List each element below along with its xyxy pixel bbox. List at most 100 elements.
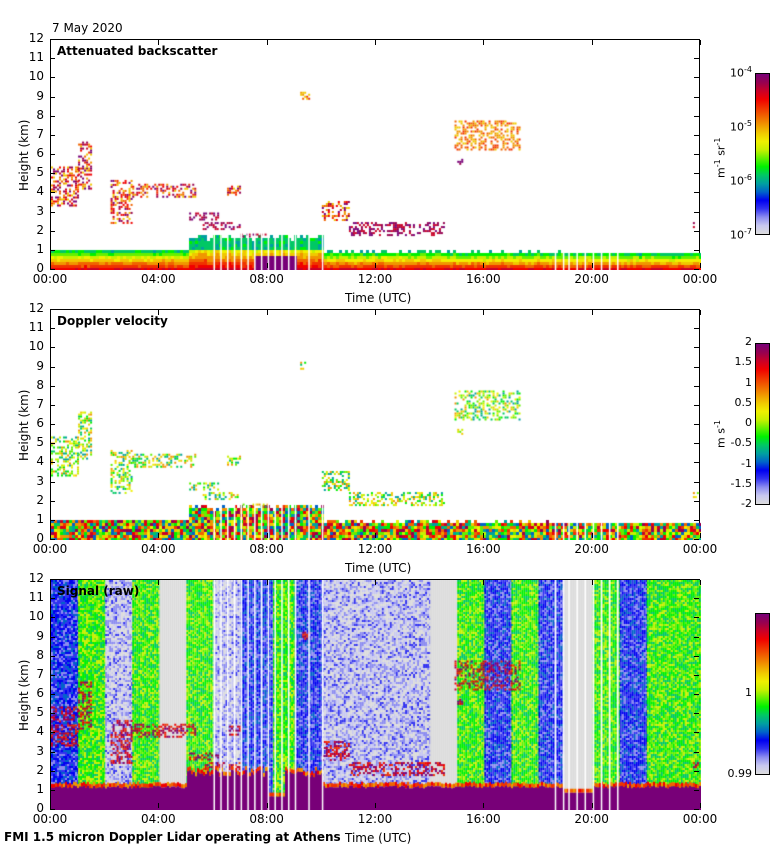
y-tick-mark-right xyxy=(694,770,699,772)
colorbar-tick-label: 0 xyxy=(745,416,752,429)
y-tick-mark xyxy=(50,366,55,368)
y-tick-mark-right xyxy=(694,694,699,695)
y-tick-label: 8 xyxy=(36,107,44,122)
y-tick-mark-right xyxy=(694,385,699,387)
y-tick-mark-right xyxy=(694,732,699,734)
y-tick-label: 5 xyxy=(36,165,44,180)
y-tick-mark-right xyxy=(694,77,699,79)
y-tick-mark xyxy=(50,230,55,232)
colorbar-tick-label: 2 xyxy=(745,335,752,348)
colorbar-2 xyxy=(755,343,770,505)
y-tick-label: 10 xyxy=(28,609,44,624)
x-tick-mark-top xyxy=(700,310,701,315)
y-tick-mark xyxy=(50,443,55,445)
x-tick-label: 08:00 xyxy=(249,272,284,286)
x-tick-mark xyxy=(50,803,51,808)
y-tick-mark-right xyxy=(694,636,699,638)
y-tick-label: 11 xyxy=(28,320,44,335)
heatmap-canvas xyxy=(51,580,701,810)
colorbar-tick-label: 1 xyxy=(745,686,752,699)
x-tick-mark xyxy=(700,803,701,808)
y-axis-label: Height (km) xyxy=(17,659,31,731)
x-tick-mark xyxy=(158,263,160,268)
y-tick-mark-right xyxy=(694,249,699,251)
y-tick-mark-right xyxy=(694,269,699,270)
colorbar-tick-label: 10-6 xyxy=(730,173,752,188)
y-tick-mark-right xyxy=(694,211,699,213)
x-tick-label: 00:00 xyxy=(32,542,68,556)
heatmap-canvas xyxy=(51,310,701,540)
y-tick-mark xyxy=(50,134,55,136)
y-tick-label: 1 xyxy=(36,781,44,796)
x-tick-label: 00:00 xyxy=(32,272,68,286)
y-tick-mark-right xyxy=(694,617,699,619)
y-tick-mark-right xyxy=(694,404,699,406)
y-tick-label: 8 xyxy=(36,377,44,392)
y-tick-label: 3 xyxy=(36,473,44,488)
x-tick-label: 20:00 xyxy=(574,272,609,286)
x-tick-label: 04:00 xyxy=(141,272,176,286)
x-tick-label: 20:00 xyxy=(574,812,609,826)
y-tick-mark xyxy=(50,598,55,600)
y-tick-label: 4 xyxy=(36,454,44,469)
footer-caption: FMI 1.5 micron Doppler Lidar operating a… xyxy=(4,830,341,844)
colorbar-tick-label: 1 xyxy=(745,375,752,389)
y-tick-mark xyxy=(50,269,55,270)
y-tick-label: 9 xyxy=(36,358,44,373)
y-tick-label: 1 xyxy=(36,241,44,256)
y-tick-mark xyxy=(50,674,55,676)
heatmap-canvas xyxy=(51,40,701,270)
x-tick-mark xyxy=(375,533,376,538)
x-tick-mark-top xyxy=(50,40,51,45)
y-tick-mark-right xyxy=(694,462,699,464)
plot-panel-3: Signal (raw) xyxy=(50,579,701,810)
y-tick-mark xyxy=(50,809,55,810)
x-axis-label: Time (UTC) xyxy=(345,291,412,305)
x-tick-mark-top xyxy=(483,580,485,585)
y-tick-mark xyxy=(50,579,55,580)
x-tick-mark xyxy=(483,263,485,268)
x-tick-label: 00:00 xyxy=(32,812,68,826)
y-tick-mark-right xyxy=(694,481,699,483)
y-tick-label: 5 xyxy=(36,435,44,450)
y-axis-label: Height (km) xyxy=(17,389,31,461)
x-tick-mark-top xyxy=(591,40,593,45)
y-tick-label: 6 xyxy=(36,146,44,160)
y-tick-mark xyxy=(50,636,55,638)
x-tick-mark xyxy=(700,263,701,268)
y-tick-label: 6 xyxy=(36,686,44,700)
panel-title: Signal (raw) xyxy=(57,584,140,598)
plot-panel-1: Attenuated backscatter xyxy=(50,39,701,270)
y-tick-mark xyxy=(50,309,55,310)
x-tick-label: 20:00 xyxy=(574,542,609,556)
x-tick-mark xyxy=(375,263,376,268)
y-tick-mark xyxy=(50,424,55,425)
y-tick-mark-right xyxy=(694,713,699,715)
y-tick-label: 0 xyxy=(36,801,44,815)
y-tick-mark xyxy=(50,500,55,502)
y-tick-mark-right xyxy=(694,173,699,175)
y-tick-mark xyxy=(50,404,55,406)
x-tick-mark-top xyxy=(483,40,485,45)
y-tick-mark-right xyxy=(694,751,699,753)
y-tick-label: 1 xyxy=(36,511,44,526)
y-tick-mark-right xyxy=(694,598,699,600)
x-tick-mark xyxy=(591,263,593,268)
x-tick-label: 08:00 xyxy=(249,812,284,826)
y-tick-label: 12 xyxy=(28,571,44,585)
colorbar-tick-label: 10-5 xyxy=(730,119,752,134)
y-tick-mark xyxy=(50,694,55,695)
y-tick-mark xyxy=(50,96,55,98)
y-tick-mark xyxy=(50,58,55,60)
colorbar-tick-label: -1.5 xyxy=(730,476,752,490)
y-tick-label: 7 xyxy=(36,396,44,411)
y-tick-mark xyxy=(50,192,55,194)
x-tick-mark xyxy=(158,533,160,538)
y-tick-mark xyxy=(50,481,55,483)
x-axis-label: Time (UTC) xyxy=(345,831,412,845)
x-tick-label: 00:00 xyxy=(682,812,718,826)
y-tick-label: 8 xyxy=(36,647,44,662)
x-tick-label: 12:00 xyxy=(357,272,393,286)
x-tick-label: 04:00 xyxy=(141,542,176,556)
panel-title: Attenuated backscatter xyxy=(57,44,218,58)
